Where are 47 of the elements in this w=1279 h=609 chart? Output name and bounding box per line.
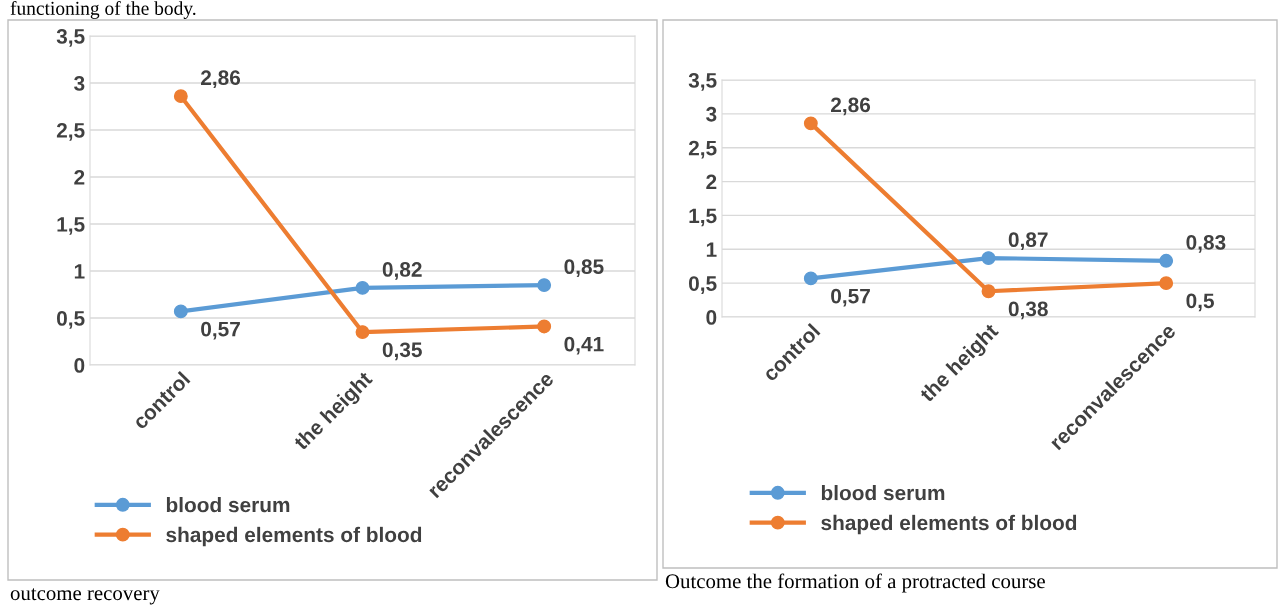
y-tick-label: 2,5 [688, 140, 717, 159]
point [803, 116, 818, 131]
y-tick-label: 0,5 [689, 276, 717, 294]
point [537, 319, 552, 334]
legend-label: shaped elements of blood [166, 526, 422, 547]
text: outcome recovery [10, 588, 160, 605]
data-label: 0,57 [201, 321, 240, 340]
point [355, 280, 370, 295]
text: functioning of the body. [10, 1, 196, 19]
point [537, 278, 552, 293]
legend-label: blood serum [166, 496, 290, 513]
point [1159, 276, 1174, 291]
y-tick-label: 2,5 [56, 123, 85, 141]
point [803, 271, 818, 286]
point [173, 304, 188, 319]
legend-label: blood serum [821, 484, 945, 501]
data-label: 0,35 [382, 342, 422, 361]
y-tick-label: 1,5 [57, 217, 85, 235]
data-label: 2,86 [201, 70, 241, 89]
text: Outcome the formation of a protracted course [665, 573, 1045, 593]
data-label: 0,83 [1186, 234, 1226, 253]
data-label: 2,86 [831, 97, 871, 116]
data-label: 0,82 [382, 262, 422, 280]
y-tick-label: 0,5 [57, 311, 85, 329]
y-tick-label: 3 [706, 106, 717, 122]
point [981, 251, 996, 266]
data-label: 0,87 [1008, 232, 1048, 251]
data-label: 0,41 [564, 336, 604, 355]
legend-label: shaped elements of blood [821, 514, 1077, 535]
point [173, 89, 188, 104]
y-tick-label: 0 [706, 310, 717, 325]
point [1159, 253, 1174, 268]
data-label: 0,38 [1008, 301, 1048, 320]
y-tick-label: 2 [74, 170, 85, 185]
y-tick-label: 2 [706, 174, 717, 190]
y-tick-label: 0 [74, 358, 85, 373]
y-tick-label: 1 [74, 264, 85, 279]
y-tick-label: 3,5 [688, 73, 717, 91]
data-label: 0,5 [1186, 293, 1214, 312]
y-tick-label: 3,5 [56, 29, 85, 47]
point [981, 284, 996, 299]
y-tick-label: 1 [706, 242, 717, 257]
point [355, 325, 370, 340]
y-tick-label: 3 [74, 76, 85, 91]
data-label: 0,57 [831, 288, 870, 307]
y-tick-label: 1,5 [689, 208, 717, 227]
data-label: 0,85 [564, 259, 604, 278]
